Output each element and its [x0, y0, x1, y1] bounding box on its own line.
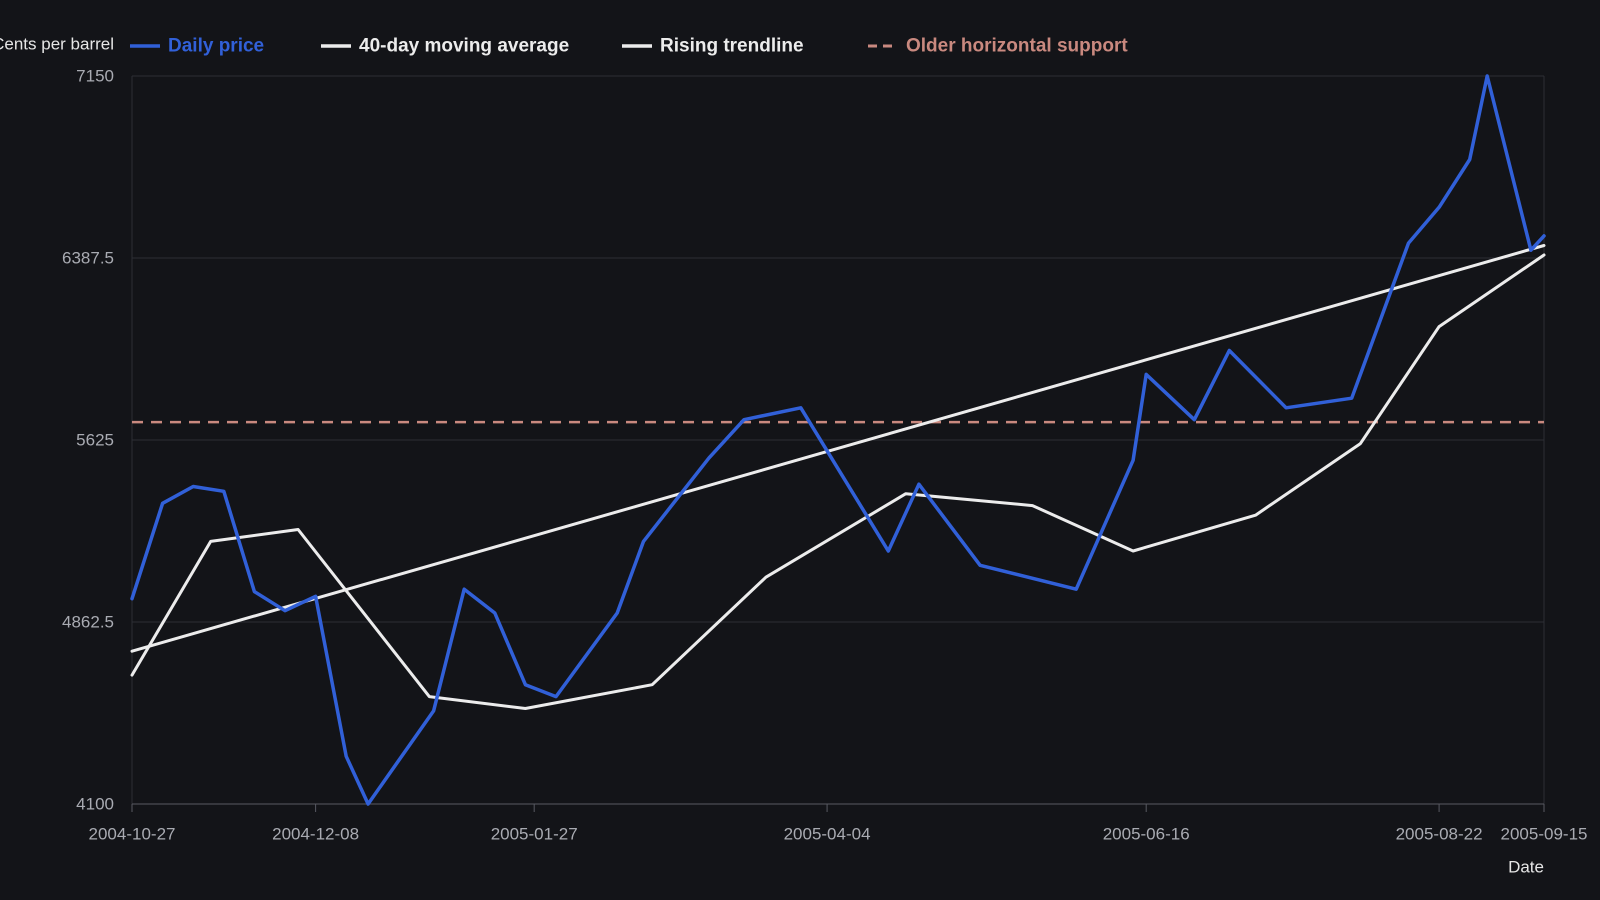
grid — [131, 75, 1545, 805]
y-tick-label: 5625 — [76, 431, 114, 450]
y-tick-label: 6387.5 — [62, 249, 114, 268]
x-tick-label: 2005-06-16 — [1103, 825, 1190, 844]
y-tick-label: 4862.5 — [62, 613, 114, 632]
legend-label-older-horizontal-support: Older horizontal support — [906, 36, 1128, 57]
series-line-rising-trendline — [130, 244, 1546, 653]
y-tick-label: 4100 — [76, 795, 114, 814]
x-tick-label: 2005-04-04 — [784, 825, 871, 844]
x-tick-label: 2004-12-08 — [272, 825, 359, 844]
plot-area — [130, 74, 1546, 806]
x-tick-label: 2004-10-27 — [89, 825, 176, 844]
x-tick-label: 2005-09-15 — [1501, 825, 1588, 844]
x-tick-label: 2005-01-27 — [491, 825, 578, 844]
legend-label-rising-trendline: Rising trendline — [660, 36, 804, 57]
y-tick-label: 7150 — [76, 67, 114, 86]
y-axis-title: Cents per barrel — [0, 35, 114, 54]
legend-label-daily-price: Daily price — [168, 36, 264, 57]
legend: Daily price 40-day moving average Rising t… — [130, 36, 1128, 57]
legend-label-40-day-moving-average: 40-day moving average — [359, 36, 569, 57]
series-line-40-day-moving-average — [130, 253, 1546, 710]
x-axis-title: Date — [1508, 858, 1544, 877]
x-axis: 2004-10-27 2004-12-08 2005-01-27 2005-04-04… — [89, 804, 1588, 844]
x-tick-label: 2005-08-22 — [1396, 825, 1483, 844]
y-axis: 4100 4862.5 5625 6387.5 7150 — [62, 67, 114, 814]
series-line-daily-price — [130, 74, 1546, 806]
